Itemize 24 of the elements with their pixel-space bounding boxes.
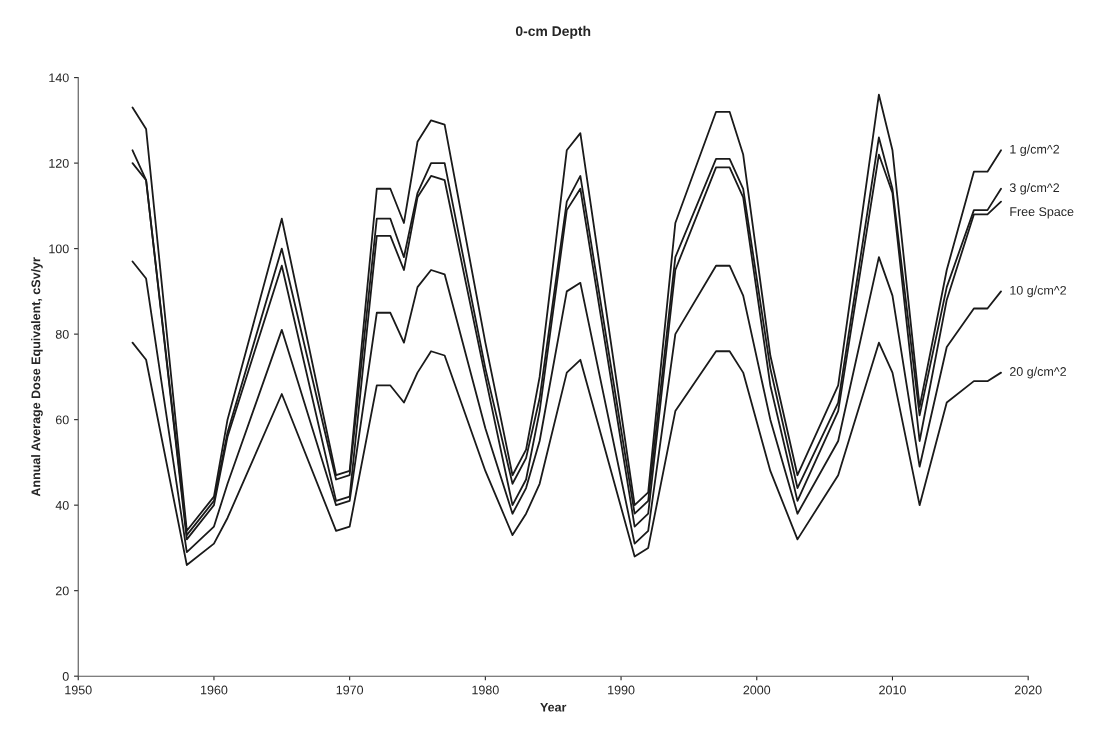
y-tick-label: 60: [55, 415, 69, 425]
series-label: Free Space: [1010, 207, 1074, 219]
x-tick-label: 1980: [472, 685, 499, 695]
y-tick-label: 140: [49, 73, 69, 83]
series-label: 3 g/cm^2: [1009, 182, 1060, 195]
x-tick-label: 1990: [608, 685, 635, 695]
series-label: 10 g/cm^2: [1010, 285, 1067, 298]
x-axis-title: Year: [540, 702, 567, 712]
chart-title: 0-cm Depth: [515, 25, 591, 39]
y-tick-label: 100: [49, 244, 69, 254]
y-tick-label: 40: [55, 500, 69, 510]
y-tick-label: 120: [49, 158, 69, 168]
x-tick-label: 1960: [201, 685, 228, 695]
series-label: 20 g/cm^2: [1009, 366, 1067, 379]
y-axis-title: Annual Average Dose Equivalent, cSv/yr: [31, 257, 43, 497]
y-tick-label: 80: [55, 329, 69, 339]
series-label: 1 g/cm^2: [1010, 144, 1060, 157]
y-tick-label: 0: [62, 671, 69, 681]
x-tick-label: 1950: [65, 685, 92, 695]
x-tick-label: 1970: [336, 685, 364, 695]
x-tick-label: 2020: [1014, 685, 1042, 695]
y-tick-label: 20: [55, 586, 69, 596]
x-tick-label: 2010: [879, 685, 906, 695]
x-tick-label: 2000: [743, 685, 771, 695]
